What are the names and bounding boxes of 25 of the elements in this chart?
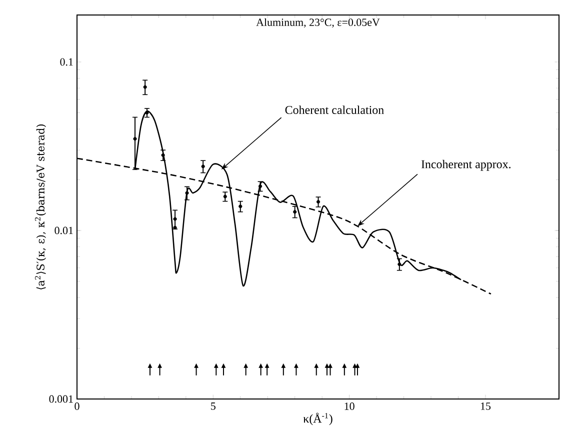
point [293, 210, 297, 214]
point [201, 164, 205, 168]
x-tick-label: 0 [74, 402, 80, 410]
y-tick-label: 0.1 [60, 58, 73, 66]
point [316, 200, 320, 204]
point [258, 184, 262, 188]
point [133, 137, 137, 141]
point [223, 194, 227, 198]
y-tick-label: 0.001 [49, 395, 73, 403]
point [185, 191, 189, 195]
chart-title: Aluminum, 23°C, ε=0.05eV [256, 18, 380, 28]
x-tick-label: 5 [211, 402, 216, 410]
point [145, 110, 149, 114]
x-tick-label: 10 [344, 402, 354, 410]
point [161, 153, 165, 157]
point [143, 85, 147, 89]
y-axis-title: ⟨a$^{2}$⟩S′(κ, ε), κ$^{2}$(barns/eV sterad) [34, 124, 46, 290]
annotation: Incoherent approx. [421, 160, 511, 171]
x-axis-title: κ(Å$^{-1}$) [303, 412, 332, 426]
y-tick-label: 0.01 [54, 226, 73, 234]
x-tick-label: 15 [480, 402, 491, 410]
annotation: Coherent calculation [285, 106, 384, 114]
point [238, 204, 242, 208]
point [398, 262, 402, 266]
point [173, 217, 177, 221]
